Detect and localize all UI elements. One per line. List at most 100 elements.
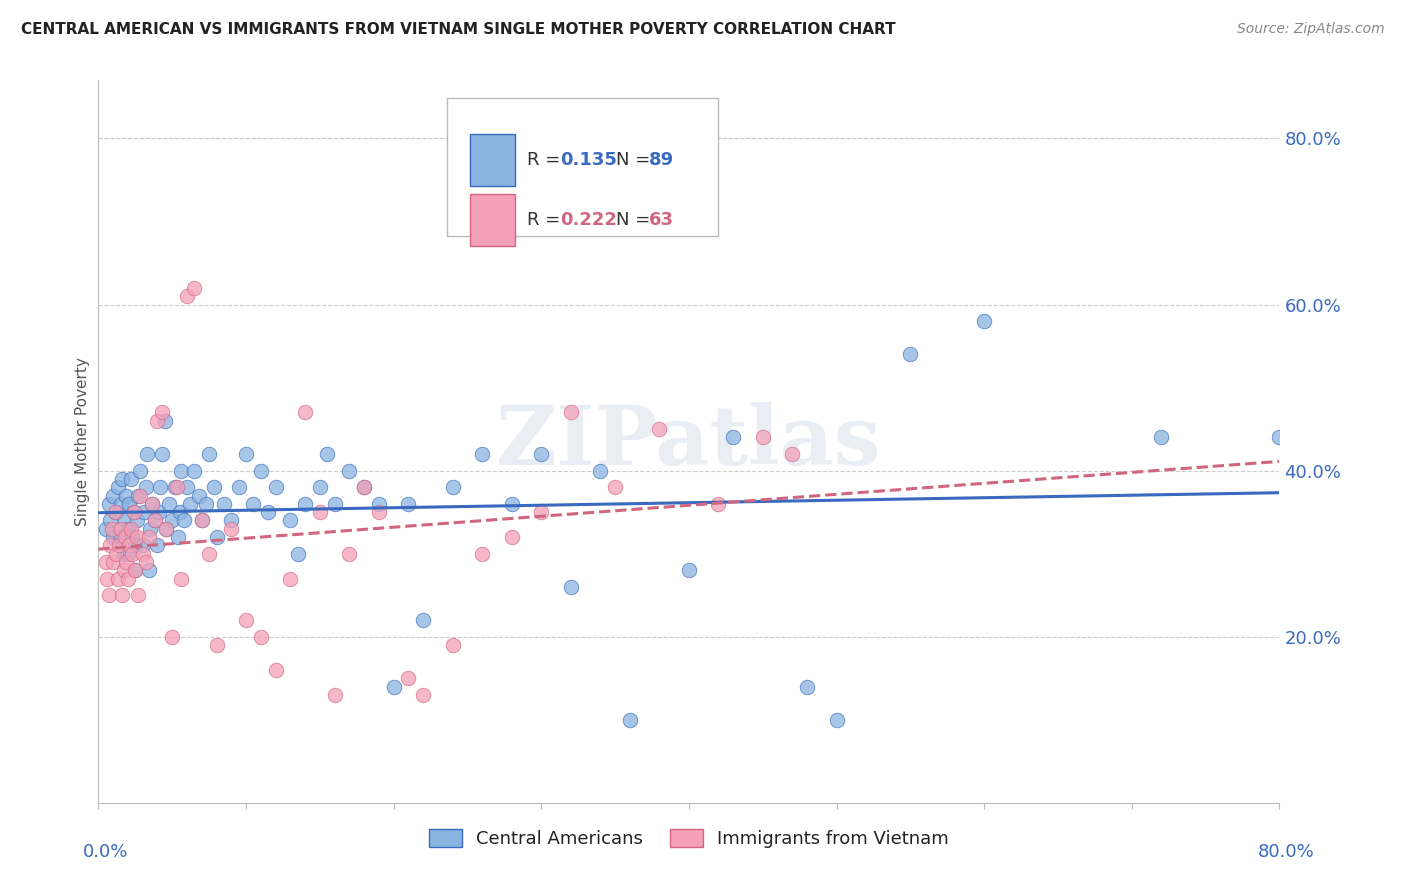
Text: 0.0%: 0.0% [83, 843, 128, 861]
Point [605, 480, 627, 494]
Text: 0.135: 0.135 [560, 152, 617, 169]
Point [412, 688, 434, 702]
Point [323, 688, 346, 702]
Point [132, 538, 155, 552]
Point [122, 505, 145, 519]
Point [707, 497, 730, 511]
Point [382, 680, 405, 694]
Point [166, 480, 188, 494]
Point [136, 447, 159, 461]
Point [530, 447, 553, 461]
Point [170, 464, 193, 478]
Point [110, 497, 132, 511]
Point [117, 572, 139, 586]
Point [264, 663, 287, 677]
Text: ZIPatlas: ZIPatlas [496, 401, 882, 482]
Point [471, 547, 494, 561]
Point [353, 480, 375, 494]
Point [125, 530, 148, 544]
Point [162, 513, 183, 527]
Point [146, 414, 169, 428]
Point [94, 522, 117, 536]
Point [143, 513, 166, 527]
Point [323, 497, 346, 511]
Point [120, 472, 142, 486]
Point [122, 505, 145, 519]
Point [97, 588, 120, 602]
Point [98, 513, 121, 527]
Point [121, 530, 143, 544]
Point [96, 572, 118, 586]
Point [294, 405, 316, 419]
Point [105, 505, 128, 519]
Point [118, 497, 141, 511]
Point [134, 505, 156, 519]
Point [111, 588, 134, 602]
Point [153, 414, 176, 428]
Point [108, 538, 131, 552]
Point [135, 480, 157, 494]
Point [173, 513, 195, 527]
Point [471, 447, 494, 461]
Legend: Central Americans, Immigrants from Vietnam: Central Americans, Immigrants from Vietn… [422, 822, 956, 855]
Point [187, 489, 209, 503]
Point [221, 522, 243, 536]
Point [111, 472, 134, 486]
Point [98, 538, 121, 552]
Point [100, 522, 122, 536]
Point [104, 505, 127, 519]
Point [280, 572, 302, 586]
Point [191, 513, 214, 527]
Point [162, 630, 183, 644]
Point [149, 480, 172, 494]
Point [250, 464, 273, 478]
Point [309, 505, 332, 519]
Point [138, 563, 160, 577]
Point [973, 314, 995, 328]
Point [530, 505, 553, 519]
Point [179, 497, 201, 511]
Point [105, 547, 128, 561]
Point [398, 671, 420, 685]
Point [118, 538, 141, 552]
Text: 63: 63 [648, 211, 673, 228]
Point [782, 447, 804, 461]
FancyBboxPatch shape [471, 194, 516, 245]
Text: 0.222: 0.222 [560, 211, 617, 228]
Point [441, 480, 464, 494]
Point [242, 497, 264, 511]
Point [353, 480, 375, 494]
Text: 89: 89 [648, 152, 673, 169]
Point [280, 513, 302, 527]
Point [221, 513, 243, 527]
Point [143, 513, 166, 527]
Point [155, 522, 177, 536]
Point [103, 530, 125, 544]
Point [339, 464, 361, 478]
Point [125, 513, 148, 527]
Point [94, 555, 117, 569]
Point [183, 281, 205, 295]
Point [165, 480, 187, 494]
Point [368, 505, 391, 519]
Point [128, 464, 150, 478]
Point [250, 630, 273, 644]
Text: R =: R = [527, 211, 567, 228]
Point [176, 289, 198, 303]
Point [412, 613, 434, 627]
Point [117, 547, 139, 561]
Point [678, 563, 700, 577]
Point [176, 480, 198, 494]
Point [107, 480, 129, 494]
Point [398, 497, 420, 511]
Point [257, 505, 280, 519]
Point [103, 555, 125, 569]
Point [212, 497, 235, 511]
Text: N =: N = [616, 211, 655, 228]
Point [141, 497, 163, 511]
Point [97, 497, 120, 511]
Point [110, 522, 132, 536]
Point [150, 405, 173, 419]
Point [198, 447, 221, 461]
Point [146, 538, 169, 552]
